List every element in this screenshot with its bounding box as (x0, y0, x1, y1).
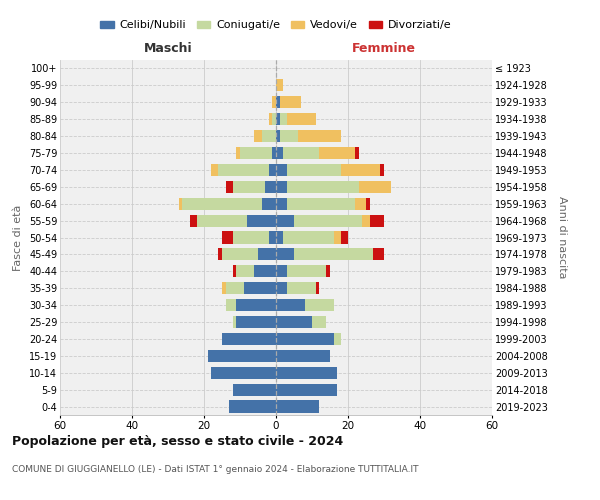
Bar (319, 147, 355, 159)
Bar (247, 214, 276, 226)
Bar (269, 164, 276, 176)
Bar (265, 180, 276, 193)
Bar (305, 299, 334, 311)
Bar (287, 164, 341, 176)
Bar (208, 350, 276, 362)
Bar (355, 147, 359, 159)
Bar (276, 113, 280, 126)
Bar (276, 316, 312, 328)
Bar (272, 113, 276, 126)
Bar (272, 147, 276, 159)
Bar (276, 248, 294, 260)
Bar (276, 333, 334, 345)
Bar (359, 180, 391, 193)
Bar (197, 214, 247, 226)
Bar (294, 248, 373, 260)
Bar (179, 198, 182, 210)
Bar (211, 164, 218, 176)
Bar (211, 366, 276, 379)
Bar (287, 282, 316, 294)
Bar (233, 180, 265, 193)
Bar (276, 198, 287, 210)
Bar (276, 164, 287, 176)
Bar (294, 214, 362, 226)
Bar (276, 366, 337, 379)
Bar (222, 333, 276, 345)
Bar (276, 350, 330, 362)
Bar (276, 130, 280, 142)
Text: COMUNE DI GIUGGIANELLO (LE) - Dati ISTAT 1° gennaio 2024 - Elaborazione TUTTITAL: COMUNE DI GIUGGIANELLO (LE) - Dati ISTAT… (12, 465, 419, 474)
Bar (283, 147, 319, 159)
Bar (226, 299, 236, 311)
Bar (373, 248, 384, 260)
Bar (236, 299, 276, 311)
Bar (326, 265, 330, 278)
Bar (280, 113, 287, 126)
Bar (244, 282, 276, 294)
Bar (262, 130, 276, 142)
Bar (258, 248, 276, 260)
Bar (276, 265, 287, 278)
Bar (233, 384, 276, 396)
Bar (233, 316, 236, 328)
Bar (262, 198, 276, 210)
Bar (229, 400, 276, 412)
Bar (312, 316, 326, 328)
Y-axis label: Fasce di età: Fasce di età (13, 204, 23, 270)
Bar (276, 232, 283, 243)
Bar (254, 265, 276, 278)
Bar (236, 147, 240, 159)
Bar (233, 232, 269, 243)
Bar (334, 232, 341, 243)
Bar (254, 130, 262, 142)
Bar (276, 299, 305, 311)
Bar (276, 214, 294, 226)
Bar (276, 180, 287, 193)
Bar (269, 232, 276, 243)
Bar (276, 147, 283, 159)
Bar (276, 282, 287, 294)
Bar (222, 232, 233, 243)
Bar (236, 265, 254, 278)
Bar (190, 214, 197, 226)
Bar (276, 80, 283, 92)
Bar (280, 130, 298, 142)
Bar (283, 232, 334, 243)
Bar (222, 248, 258, 260)
Bar (316, 282, 319, 294)
Bar (334, 333, 341, 345)
Text: Popolazione per età, sesso e stato civile - 2024: Popolazione per età, sesso e stato civil… (12, 435, 343, 448)
Bar (272, 96, 276, 108)
Bar (276, 384, 337, 396)
Y-axis label: Anni di nascita: Anni di nascita (557, 196, 567, 279)
Text: Femmine: Femmine (352, 42, 416, 55)
Bar (298, 130, 341, 142)
Bar (276, 400, 319, 412)
Bar (236, 316, 276, 328)
Bar (240, 147, 272, 159)
Bar (222, 282, 226, 294)
Bar (226, 282, 244, 294)
Bar (269, 113, 272, 126)
Bar (226, 180, 233, 193)
Bar (370, 214, 384, 226)
Bar (182, 198, 262, 210)
Bar (280, 96, 301, 108)
Bar (341, 164, 380, 176)
Bar (218, 164, 269, 176)
Bar (276, 96, 280, 108)
Bar (366, 198, 370, 210)
Bar (380, 164, 384, 176)
Text: Maschi: Maschi (143, 42, 193, 55)
Bar (362, 214, 370, 226)
Bar (287, 265, 326, 278)
Bar (287, 113, 316, 126)
Bar (233, 265, 236, 278)
Bar (218, 248, 222, 260)
Bar (341, 232, 348, 243)
Legend: Celibi/Nubili, Coniugati/e, Vedovi/e, Divorziati/e: Celibi/Nubili, Coniugati/e, Vedovi/e, Di… (96, 16, 456, 34)
Bar (355, 198, 366, 210)
Bar (287, 198, 355, 210)
Bar (287, 180, 359, 193)
